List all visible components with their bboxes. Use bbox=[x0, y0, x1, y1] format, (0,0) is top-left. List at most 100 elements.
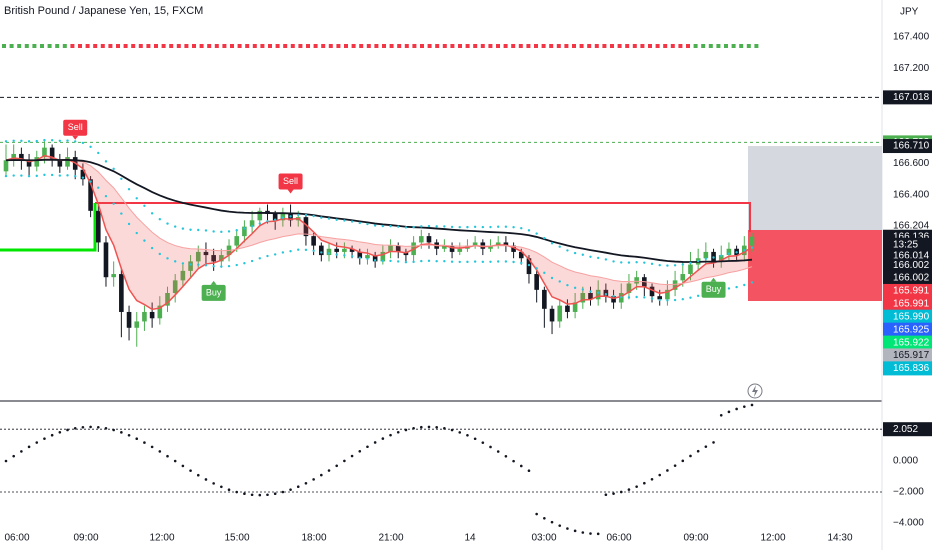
oscillator-dot bbox=[419, 425, 423, 429]
lower-band-dot bbox=[420, 259, 423, 263]
lower-band-dot bbox=[235, 263, 238, 267]
upper-band-dot bbox=[81, 141, 85, 145]
price-badge-text: 167.018 bbox=[893, 92, 930, 103]
candle-body bbox=[457, 248, 463, 252]
trend-dot bbox=[632, 44, 637, 48]
oscillator-dot bbox=[250, 493, 254, 497]
trend-dot bbox=[473, 44, 478, 48]
trend-dot bbox=[184, 44, 189, 48]
lower-band-dot bbox=[20, 174, 23, 177]
upper-band-dot bbox=[535, 232, 538, 235]
upper-band-dot bbox=[427, 224, 431, 228]
candle-body bbox=[388, 245, 393, 252]
oscillator-dot bbox=[258, 493, 262, 497]
lower-band-dot bbox=[189, 263, 192, 266]
price-tick-label: 167.200 bbox=[893, 63, 930, 74]
lower-band-dot bbox=[527, 263, 531, 267]
lower-band-dot bbox=[727, 287, 731, 290]
lower-band-dot bbox=[443, 259, 446, 263]
trend-dot bbox=[556, 44, 561, 48]
oscillator-dot bbox=[643, 481, 646, 485]
trend-dot bbox=[100, 44, 105, 48]
upper-band-dot bbox=[520, 226, 523, 230]
upper-band-dot bbox=[312, 214, 315, 218]
lower-band-dot bbox=[304, 248, 308, 252]
lower-band-dot bbox=[612, 294, 615, 298]
lower-band-dot bbox=[673, 298, 677, 302]
oscillator-dot bbox=[158, 450, 162, 453]
candle-body bbox=[234, 236, 240, 246]
upper-band-dot bbox=[227, 230, 231, 233]
upper-band-dot bbox=[681, 263, 684, 266]
upper-band-dot bbox=[250, 225, 254, 228]
oscillator-dot bbox=[550, 520, 554, 524]
candle-body bbox=[580, 293, 586, 303]
candle-body bbox=[211, 255, 216, 262]
oscillator-dot bbox=[581, 531, 585, 534]
lightning-icon bbox=[752, 385, 758, 397]
candle-body bbox=[488, 245, 493, 249]
osc-tick-label: −2.000 bbox=[893, 487, 924, 498]
alert-icon[interactable] bbox=[747, 383, 763, 399]
upper-band-dot bbox=[89, 145, 92, 149]
lower-band-dot bbox=[666, 299, 669, 302]
price-badge bbox=[883, 283, 932, 298]
upper-band-dot bbox=[573, 251, 577, 255]
candle-body bbox=[365, 255, 370, 259]
upper-band-dot bbox=[750, 246, 754, 249]
upper-band-dot bbox=[358, 221, 361, 225]
upper-band-dot bbox=[281, 216, 285, 219]
baseline-ma bbox=[5, 158, 753, 263]
upper-band-dot bbox=[35, 139, 38, 143]
oscillator-dot bbox=[335, 464, 339, 468]
oscillator-dot bbox=[373, 441, 377, 444]
buy-signal-text: Buy bbox=[706, 284, 722, 294]
upper-band-dot bbox=[173, 225, 177, 228]
oscillator-dot bbox=[343, 459, 346, 463]
oscillator-dot bbox=[673, 464, 677, 467]
oscillator-dot bbox=[312, 478, 315, 481]
upper-band-dot bbox=[720, 254, 723, 257]
trend-dot bbox=[617, 44, 622, 48]
lower-band-dot bbox=[558, 280, 561, 283]
candle-body bbox=[595, 289, 601, 300]
candle-body bbox=[449, 245, 455, 252]
trend-dot bbox=[458, 44, 462, 48]
oscillator-dot bbox=[658, 473, 662, 477]
oscillator-dot bbox=[512, 459, 515, 463]
lower-band-dot bbox=[27, 174, 31, 178]
candle-body bbox=[111, 274, 116, 278]
trend-dot bbox=[154, 44, 158, 48]
candle-body bbox=[157, 305, 163, 319]
oscillator-dot bbox=[143, 441, 146, 444]
trend-dot bbox=[610, 44, 614, 48]
candle-body bbox=[257, 210, 263, 221]
candle-body bbox=[749, 236, 755, 246]
oscillator-dot bbox=[4, 459, 8, 463]
candle-body bbox=[119, 274, 124, 312]
upper-band-dot bbox=[550, 242, 554, 245]
upper-band-dot bbox=[450, 225, 454, 229]
lower-band-dot bbox=[681, 298, 684, 301]
lower-band-dot bbox=[104, 194, 108, 198]
upper-band-dot bbox=[558, 245, 561, 248]
trend-dot bbox=[344, 44, 348, 48]
oscillator-dot bbox=[73, 426, 77, 430]
oscillator-dot bbox=[504, 454, 508, 458]
trend-dot bbox=[663, 44, 668, 48]
candle-body bbox=[511, 245, 516, 252]
time-tick-label: 06:00 bbox=[4, 533, 29, 544]
oscillator-dot bbox=[166, 454, 169, 458]
lower-band-dot bbox=[197, 263, 200, 266]
trend-dot bbox=[686, 44, 690, 48]
trend-dot bbox=[108, 44, 113, 48]
oscillator-dot bbox=[204, 478, 208, 481]
candle-body bbox=[357, 251, 363, 259]
upper-band-dot bbox=[489, 225, 492, 229]
upper-band-dot bbox=[497, 225, 500, 228]
lower-band-dot bbox=[389, 259, 392, 263]
upper-band-dot bbox=[643, 261, 646, 264]
oscillator-dot bbox=[266, 493, 269, 497]
trend-dot bbox=[24, 44, 29, 48]
